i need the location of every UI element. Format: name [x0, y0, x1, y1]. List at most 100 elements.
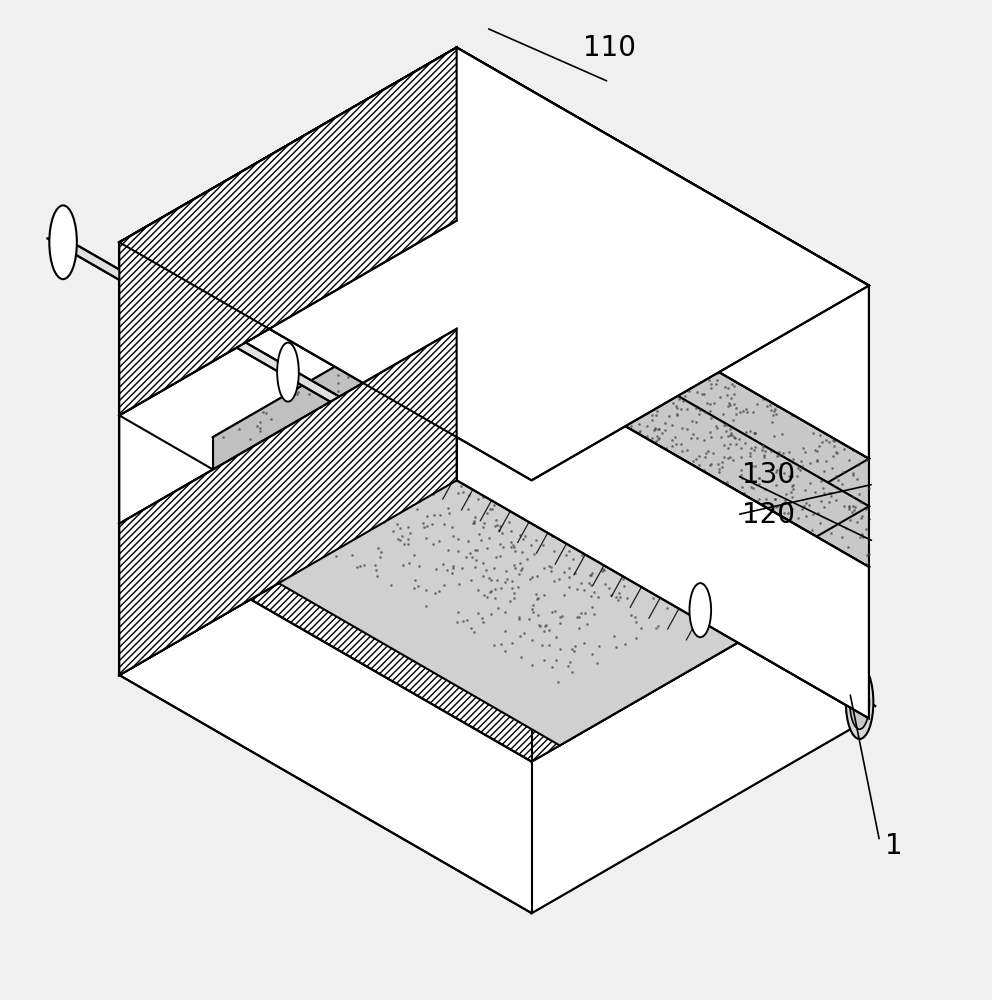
Point: [512, 306, 528, 322]
Point: [645, 430, 661, 446]
Point: [770, 398, 786, 414]
Point: [586, 540, 602, 556]
Point: [658, 340, 674, 356]
Polygon shape: [119, 48, 456, 675]
Point: [519, 352, 535, 368]
Point: [440, 400, 456, 416]
Point: [448, 440, 464, 456]
Point: [518, 283, 534, 299]
Point: [688, 557, 704, 573]
Point: [538, 386, 554, 402]
Point: [522, 571, 538, 587]
Point: [413, 407, 429, 423]
Point: [393, 390, 409, 406]
Point: [560, 560, 576, 576]
Point: [672, 480, 687, 496]
Point: [614, 395, 630, 411]
Point: [488, 512, 504, 528]
Point: [553, 368, 568, 384]
Point: [556, 426, 571, 442]
Point: [508, 333, 524, 349]
Point: [516, 267, 532, 283]
Point: [395, 356, 411, 372]
Point: [590, 374, 606, 390]
Point: [728, 512, 744, 528]
Point: [708, 472, 724, 488]
Point: [617, 518, 633, 534]
Point: [716, 437, 732, 453]
Point: [555, 482, 570, 498]
Point: [536, 560, 552, 576]
Point: [801, 497, 816, 513]
Point: [617, 342, 633, 358]
Point: [814, 434, 830, 450]
Point: [343, 530, 359, 546]
Point: [756, 525, 772, 541]
Point: [529, 591, 545, 607]
Point: [594, 563, 610, 579]
Point: [665, 432, 681, 448]
Point: [807, 442, 823, 458]
Point: [463, 572, 479, 588]
Point: [806, 425, 821, 441]
Point: [599, 439, 615, 455]
Point: [425, 486, 440, 502]
Point: [460, 533, 476, 549]
Point: [743, 535, 759, 551]
Point: [731, 431, 747, 447]
Point: [602, 535, 618, 551]
Point: [544, 528, 559, 544]
Point: [755, 437, 771, 453]
Point: [435, 432, 451, 448]
Point: [771, 444, 787, 460]
Point: [393, 411, 409, 427]
Point: [484, 485, 500, 501]
Point: [336, 462, 352, 478]
Point: [557, 390, 572, 406]
Point: [449, 614, 465, 630]
Point: [649, 620, 665, 636]
Point: [465, 513, 481, 529]
Point: [590, 452, 606, 468]
Point: [325, 496, 341, 512]
Point: [416, 461, 432, 477]
Point: [484, 339, 500, 355]
Point: [708, 485, 724, 501]
Point: [330, 388, 346, 404]
Point: [571, 609, 587, 625]
Point: [620, 378, 636, 394]
Point: [539, 392, 555, 408]
Point: [504, 489, 520, 505]
Point: [736, 485, 752, 501]
Point: [510, 321, 526, 337]
Point: [447, 388, 463, 404]
Point: [339, 440, 355, 456]
Point: [505, 402, 521, 418]
Point: [759, 398, 775, 414]
Point: [705, 480, 721, 496]
Point: [795, 458, 810, 474]
Point: [536, 274, 552, 290]
Point: [311, 454, 327, 470]
Point: [370, 439, 386, 455]
Point: [547, 371, 562, 387]
Point: [440, 542, 456, 558]
Point: [578, 370, 594, 386]
Point: [605, 323, 621, 339]
Point: [793, 453, 808, 469]
Point: [623, 371, 639, 387]
Point: [543, 504, 558, 520]
Point: [584, 565, 600, 581]
Point: [455, 613, 471, 629]
Point: [701, 424, 717, 440]
Point: [489, 572, 505, 588]
Point: [328, 389, 344, 405]
Point: [304, 528, 319, 544]
Point: [572, 367, 588, 383]
Point: [425, 536, 440, 552]
Point: [734, 479, 750, 495]
Point: [461, 487, 477, 503]
Point: [519, 374, 535, 390]
Point: [738, 424, 754, 440]
Point: [612, 589, 628, 605]
